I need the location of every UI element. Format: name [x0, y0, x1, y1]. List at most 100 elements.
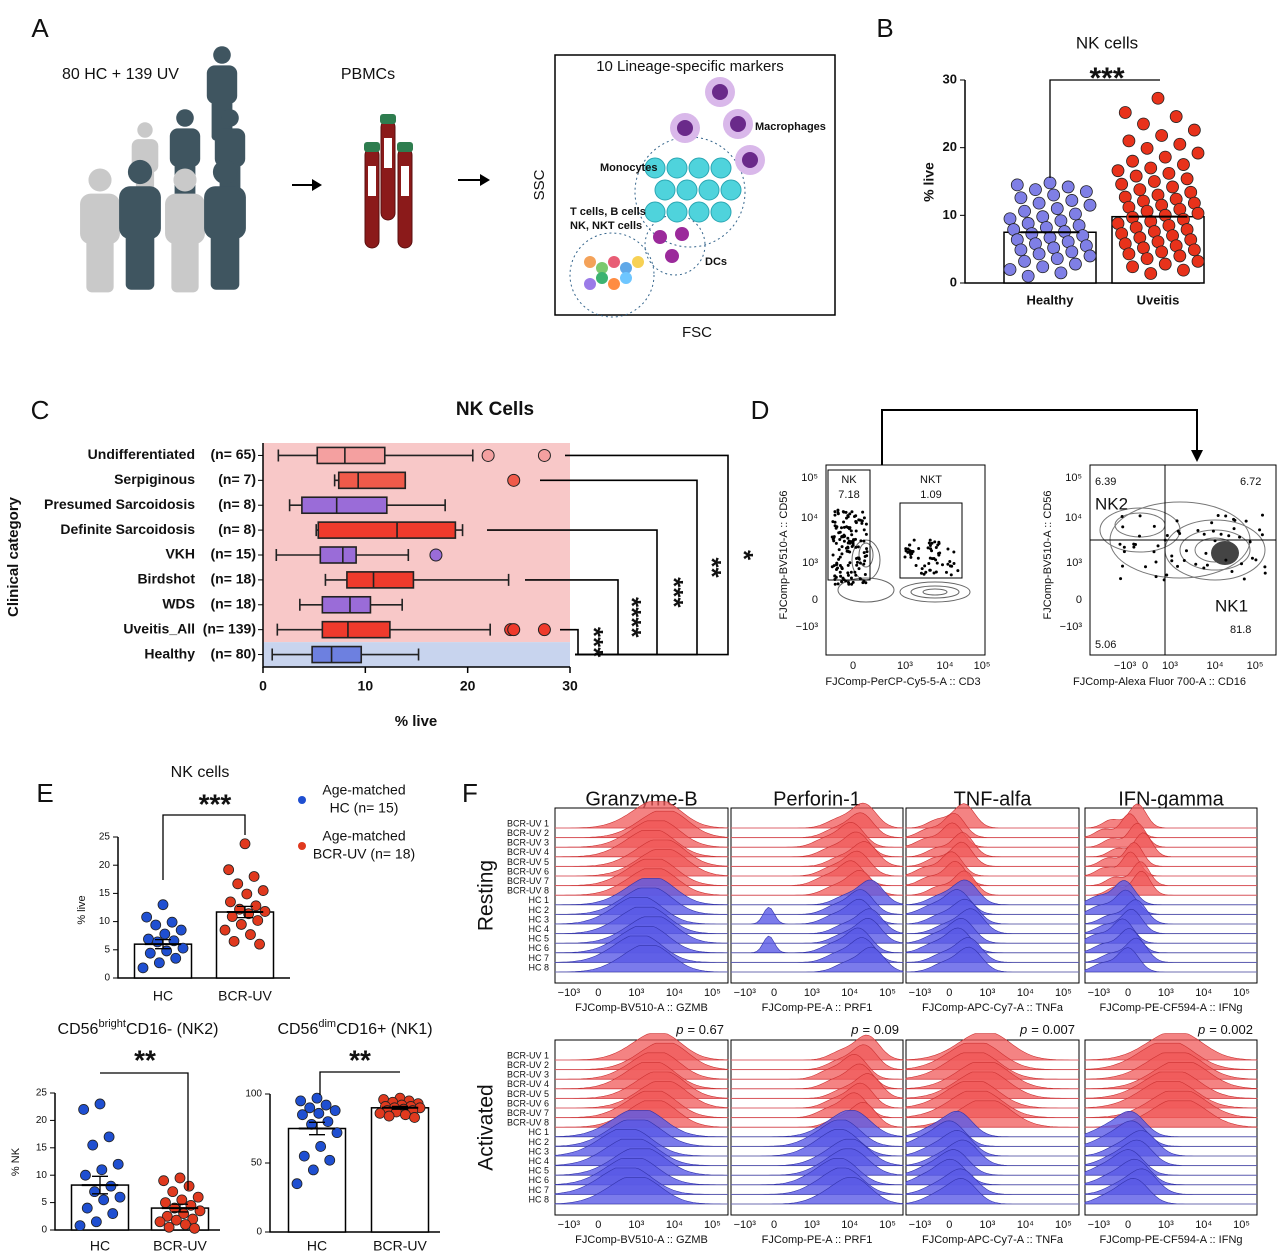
event-dot [833, 520, 837, 524]
event-dot [848, 512, 852, 516]
data-point [223, 864, 235, 876]
event-dot [914, 563, 918, 567]
x-tick-label: 0 [771, 987, 777, 999]
nucleus [677, 120, 693, 136]
sample-label: HC 7 [528, 1185, 549, 1195]
tube-label [384, 138, 392, 168]
p-value: p = 0.67 [675, 1022, 724, 1037]
data-point [1111, 164, 1125, 178]
monocyte [644, 157, 666, 179]
event-dot [928, 543, 932, 547]
event-dot [836, 508, 840, 512]
data-point [298, 1150, 310, 1162]
data-point [1122, 134, 1136, 148]
panel-title: 10 Lineage-specific markers [596, 58, 784, 75]
data-point [1144, 161, 1158, 175]
sample-label: PBMCs [341, 66, 395, 83]
gate-label: NK1 [1215, 596, 1248, 615]
data-point [1029, 183, 1042, 197]
event-dot [949, 573, 953, 577]
data-point [1151, 91, 1165, 105]
event-dot [847, 582, 851, 586]
data-point [1069, 207, 1082, 221]
event-dot [848, 561, 852, 565]
torso [80, 193, 120, 245]
data-point [1069, 257, 1082, 271]
data-point [1054, 266, 1068, 280]
data-point [1118, 106, 1132, 119]
torso [214, 128, 246, 167]
event-dot [838, 570, 842, 574]
sample-label: BCR-UV 8 [507, 886, 549, 896]
y-tick-label: 10⁴ [1065, 512, 1082, 524]
monocyte [698, 179, 720, 201]
event-dot [928, 538, 932, 542]
event-dot [1211, 529, 1215, 533]
gate [634, 136, 746, 248]
data-point [103, 1131, 115, 1143]
significance-label: ** [134, 1044, 156, 1075]
data-point [78, 1104, 90, 1115]
data-point [228, 935, 240, 947]
event-dot [835, 567, 839, 571]
data-point [1061, 180, 1075, 194]
condition-label: Activated [475, 1084, 498, 1170]
event-dot [846, 571, 850, 575]
data-point [248, 871, 260, 882]
x-tick-label: 10³ [1162, 660, 1178, 672]
event-dot [903, 555, 907, 559]
head [127, 159, 153, 185]
data-point [180, 1219, 191, 1230]
event-dot [924, 570, 928, 574]
data-point [232, 878, 244, 890]
box [346, 571, 415, 589]
dense-region [1211, 541, 1239, 565]
event-dot [1182, 559, 1186, 563]
x-tick-label: 10⁴ [841, 987, 858, 999]
dc [653, 230, 667, 244]
x-tick-label: 10⁴ [937, 660, 954, 672]
gate [827, 469, 871, 581]
category-label: Uveitis_All [123, 620, 195, 636]
x-tick-label: BCR-UV [153, 1238, 207, 1254]
data-point [245, 929, 256, 940]
data-point [1003, 212, 1017, 226]
data-point [105, 1180, 117, 1192]
population-label: Macrophages [755, 121, 826, 133]
x-tick-label: 10³ [804, 1219, 820, 1231]
x-tick-label: 10⁵ [879, 1219, 896, 1231]
event-dot [838, 563, 842, 567]
event-dot [940, 563, 944, 567]
title-part: dim [318, 1018, 336, 1030]
event-dot [833, 582, 837, 586]
event-dot [855, 563, 859, 567]
person-icon [119, 159, 161, 290]
error-bar [155, 938, 171, 950]
contour [922, 588, 948, 596]
event-dot [927, 561, 931, 565]
tube-label [368, 166, 376, 196]
n-label: (n= 18) [210, 571, 256, 587]
y-tick-label: 20 [99, 860, 111, 871]
data-point [1140, 252, 1154, 266]
histogram-curve [1084, 822, 1257, 848]
sample-label: BCR-UV 5 [507, 857, 549, 867]
event-dot [928, 556, 932, 560]
x-tick-label: 10³ [979, 1219, 995, 1231]
event-dot [855, 560, 859, 564]
category-label: Healthy [144, 645, 195, 661]
data-point [1043, 176, 1057, 190]
data-point [143, 933, 154, 945]
event-dot [1132, 542, 1136, 546]
quadrant-value: 81.8 [1230, 624, 1251, 636]
legend-label: BCR-UV (n= 18) [313, 846, 415, 862]
event-dot [923, 564, 927, 568]
category-label: Definite Sarcoidosis [60, 521, 195, 537]
monocyte [666, 157, 688, 179]
data-point [167, 1186, 179, 1198]
data-point [1003, 263, 1017, 276]
category-label: Serpiginous [114, 471, 195, 487]
sample-label: HC 2 [528, 905, 549, 915]
data-point [1173, 249, 1187, 263]
